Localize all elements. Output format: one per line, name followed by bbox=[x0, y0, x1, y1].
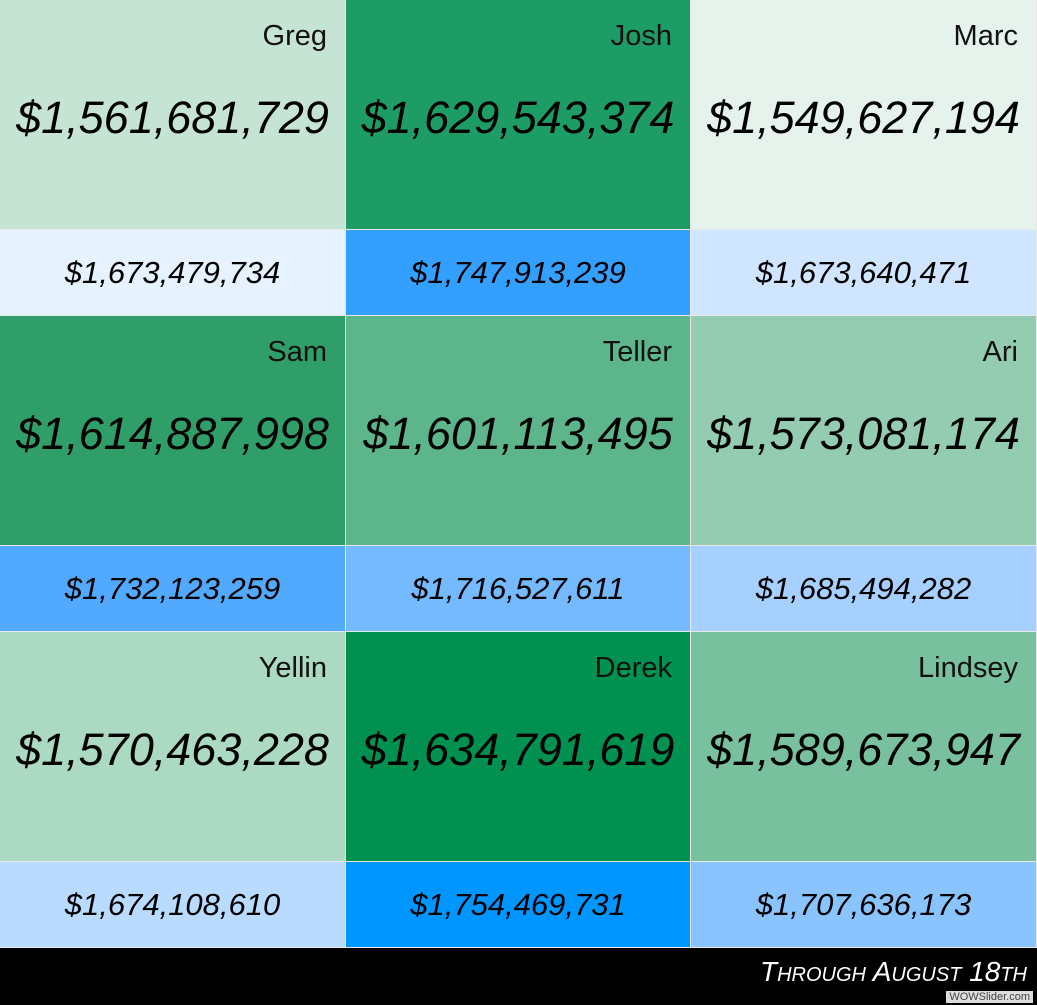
cell-sub-value: $1,754,469,731 bbox=[410, 886, 626, 922]
cell-sub: $1,716,527,611 bbox=[346, 546, 691, 632]
cell-value: $1,570,463,228 bbox=[16, 724, 329, 775]
cell-value: $1,634,791,619 bbox=[361, 724, 675, 775]
cell: Lindsey $1,589,673,947 bbox=[691, 632, 1037, 862]
cell-value: $1,629,543,374 bbox=[361, 92, 675, 143]
cell-sub-value: $1,685,494,282 bbox=[755, 570, 972, 606]
cell-sub: $1,747,913,239 bbox=[346, 230, 691, 316]
cell-name: Derek bbox=[594, 652, 672, 684]
cell-sub: $1,685,494,282 bbox=[691, 546, 1037, 632]
cell-value: $1,549,627,194 bbox=[707, 92, 1020, 143]
cell-sub: $1,707,636,173 bbox=[691, 862, 1037, 948]
cell-sub-value: $1,716,527,611 bbox=[411, 570, 625, 606]
cell-name: Yellin bbox=[258, 652, 327, 684]
cell-value: $1,614,887,998 bbox=[16, 408, 329, 459]
cell: Teller $1,601,113,495 bbox=[346, 316, 691, 546]
cell-name: Lindsey bbox=[918, 652, 1018, 684]
cell: Ari $1,573,081,174 bbox=[691, 316, 1037, 546]
cell-value: $1,601,113,495 bbox=[363, 408, 673, 459]
cell: Greg $1,561,681,729 bbox=[0, 0, 346, 230]
cell-sub: $1,673,479,734 bbox=[0, 230, 346, 316]
cell-sub-value: $1,674,108,610 bbox=[64, 886, 281, 922]
cell-sub-value: $1,732,123,259 bbox=[64, 570, 281, 606]
cell-name: Josh bbox=[610, 20, 672, 52]
cell-sub: $1,673,640,471 bbox=[691, 230, 1037, 316]
cell-sub: $1,754,469,731 bbox=[346, 862, 691, 948]
cell-name: Marc bbox=[953, 20, 1018, 52]
cell-sub-value: $1,673,479,734 bbox=[64, 254, 281, 290]
cell: Sam $1,614,887,998 bbox=[0, 316, 346, 546]
cell-sub-value: $1,673,640,471 bbox=[755, 254, 972, 290]
cell: Yellin $1,570,463,228 bbox=[0, 632, 346, 862]
watermark[interactable]: WOWSlider.com bbox=[946, 991, 1033, 1003]
cell: Josh $1,629,543,374 bbox=[346, 0, 691, 230]
footer: Through August 18th WOWSlider.com bbox=[0, 948, 1037, 1005]
cell-name: Teller bbox=[602, 336, 672, 368]
cell: Marc $1,549,627,194 bbox=[691, 0, 1037, 230]
cell-name: Greg bbox=[262, 20, 327, 52]
cell: Derek $1,634,791,619 bbox=[346, 632, 691, 862]
footer-text: Through August 18th bbox=[760, 956, 1027, 987]
cell-sub: $1,674,108,610 bbox=[0, 862, 346, 948]
cell-value: $1,589,673,947 bbox=[707, 724, 1020, 775]
cell-sub: $1,732,123,259 bbox=[0, 546, 346, 632]
cell-sub-value: $1,747,913,239 bbox=[410, 254, 626, 290]
cell-value: $1,561,681,729 bbox=[16, 92, 329, 143]
cell-value: $1,573,081,174 bbox=[707, 408, 1020, 459]
cell-name: Ari bbox=[982, 336, 1018, 368]
cell-sub-value: $1,707,636,173 bbox=[755, 886, 972, 922]
cell-name: Sam bbox=[267, 336, 327, 368]
